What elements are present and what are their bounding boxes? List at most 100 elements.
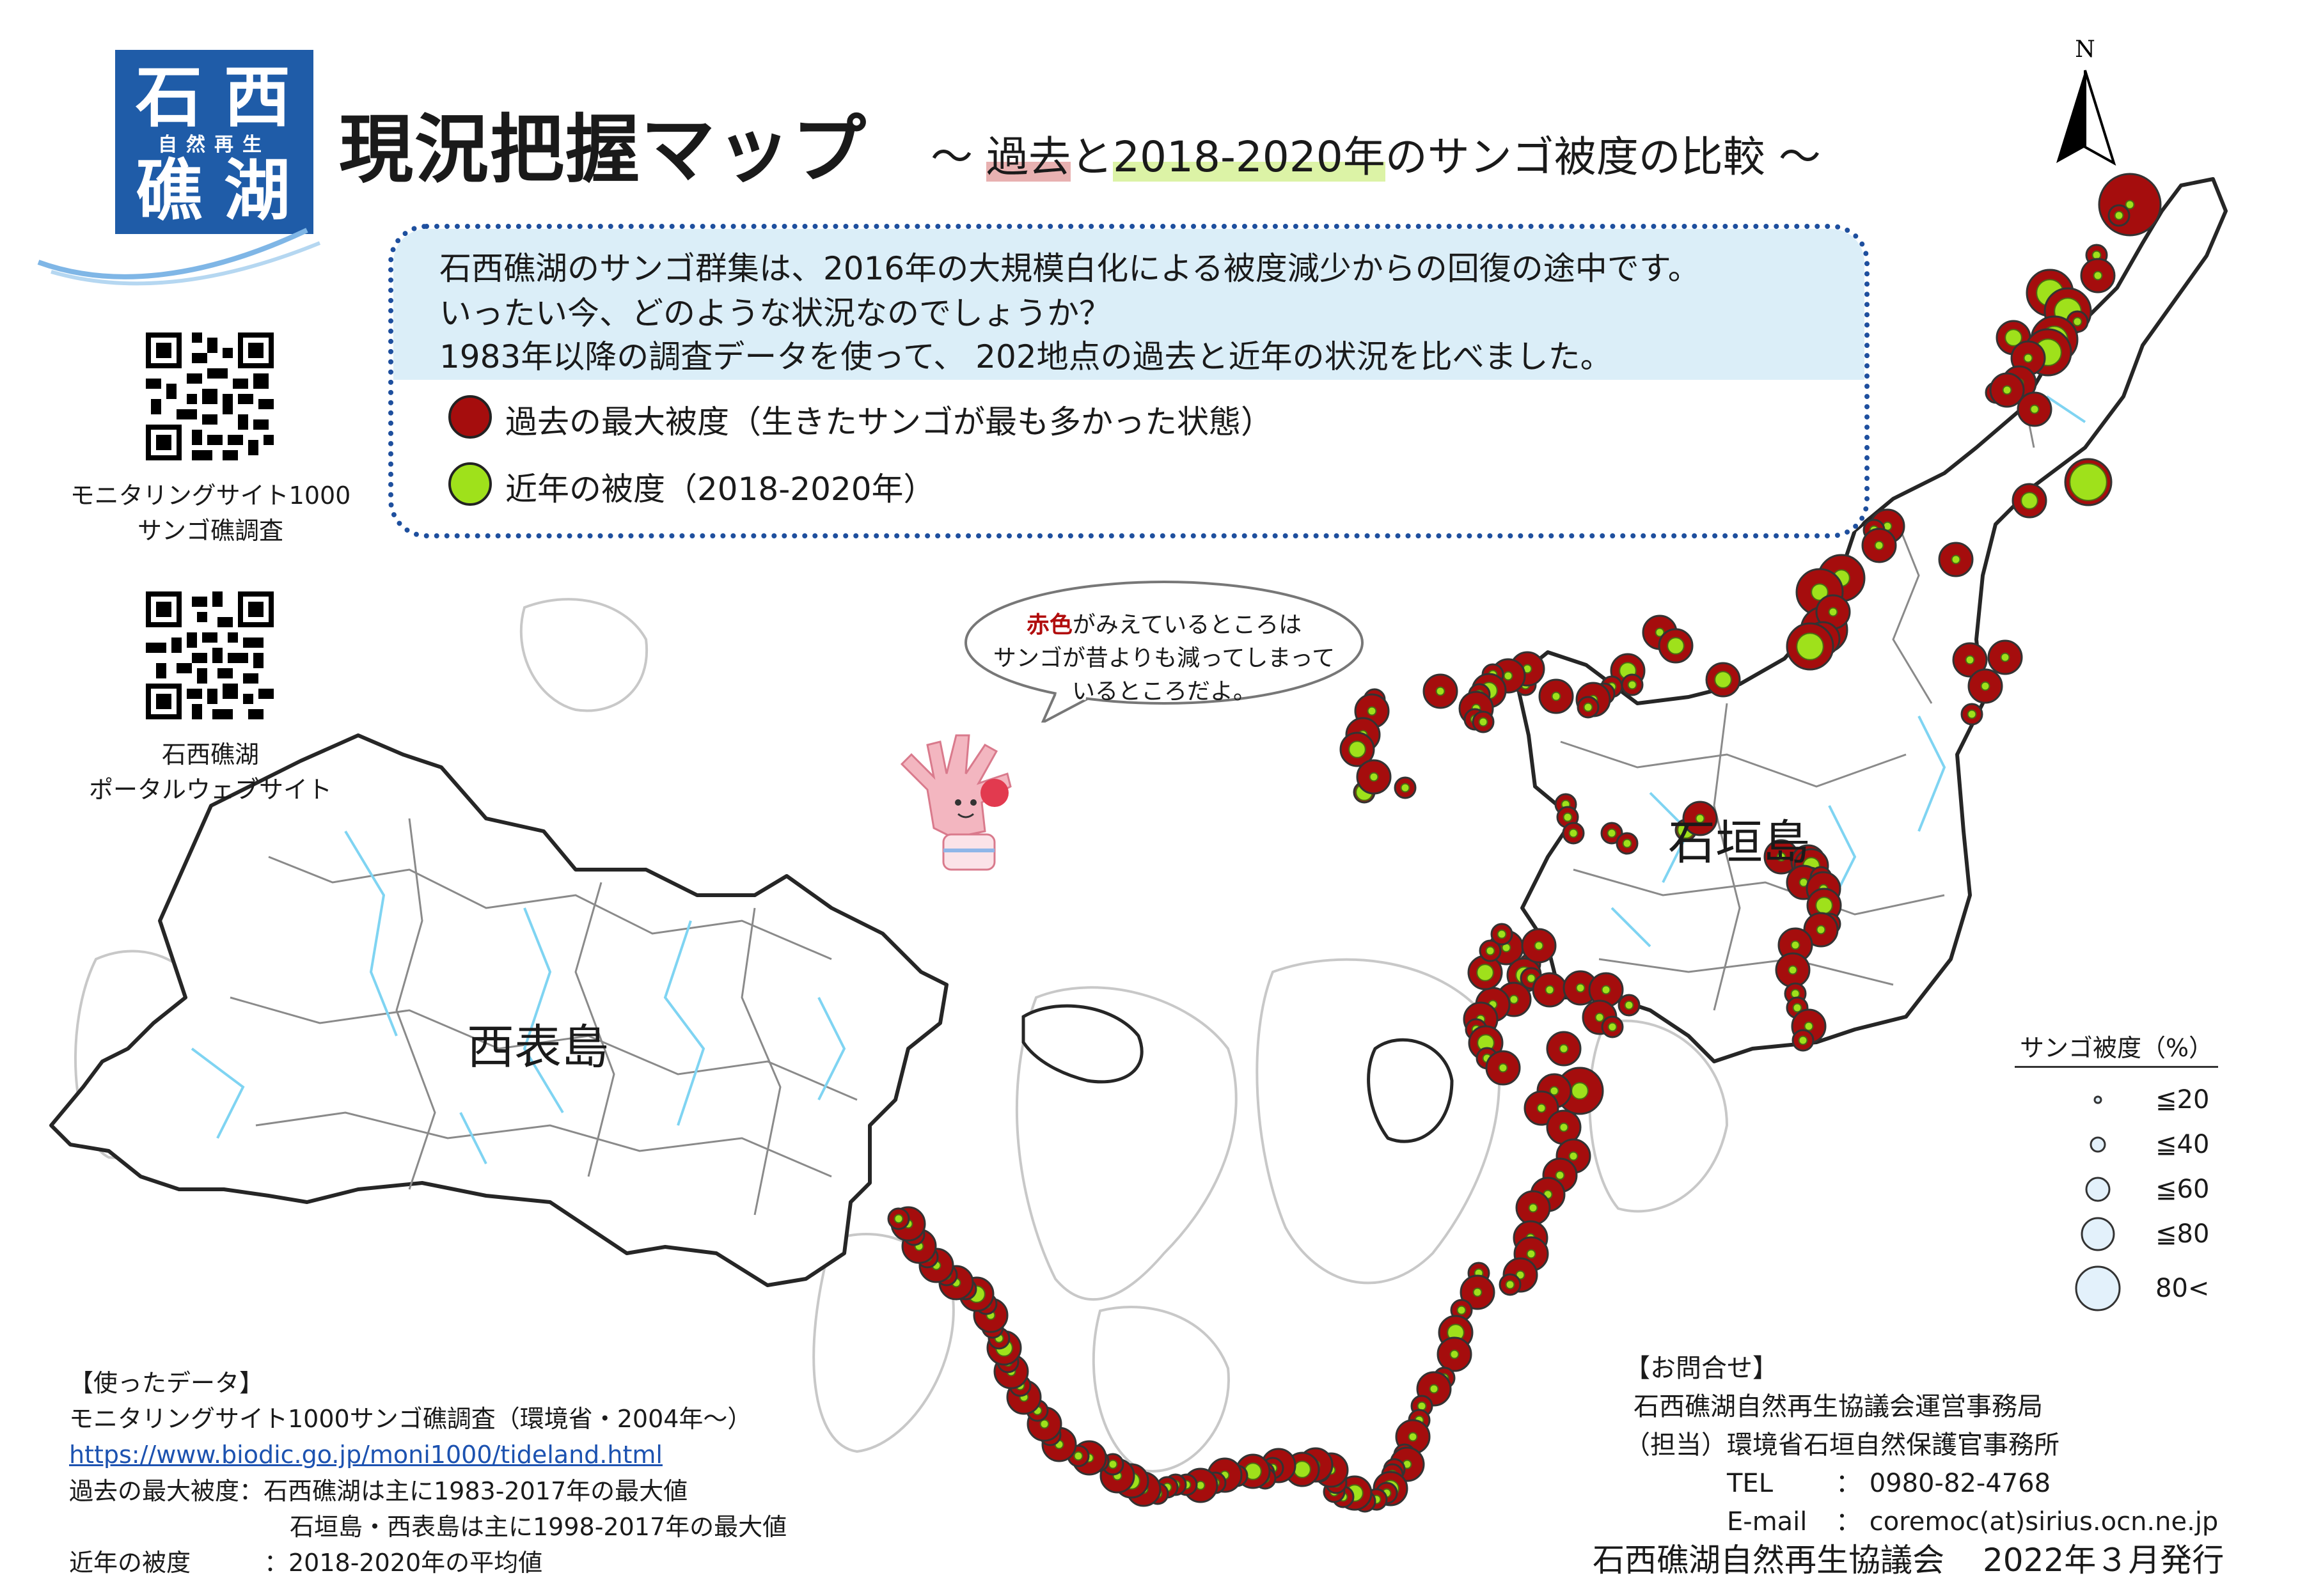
- recent-coverage-marker: [2004, 329, 2022, 347]
- recent-coverage-marker: [1478, 717, 1488, 727]
- info-box: 石西礁湖のサンゴ群集は、2016年の大規模白化による被度減少からの回復の途中です…: [388, 224, 1870, 538]
- recent-coverage-marker: [1815, 896, 1833, 914]
- qr-code-icon[interactable]: [146, 591, 274, 719]
- recent-coverage-marker: [1980, 681, 1990, 691]
- recent-coverage-marker: [1568, 1151, 1579, 1161]
- recent-coverage-marker: [1583, 702, 1593, 712]
- speech-bubble: [965, 581, 1364, 723]
- contact-tel-label: TEL: [1727, 1469, 1773, 1498]
- recent-coverage-marker: [1536, 1103, 1547, 1113]
- recent-coverage-marker: [1607, 1022, 1618, 1032]
- recent-coverage-marker: [1476, 964, 1494, 982]
- iriomote-island: [49, 733, 949, 1287]
- size-legend-circle: [2075, 1265, 2121, 1311]
- recent-coverage-marker: [1790, 989, 1800, 999]
- coral-mascot-icon: [900, 734, 1012, 871]
- recent-coverage-marker: [1526, 973, 1536, 983]
- recent-coverage-marker: [1400, 783, 1410, 793]
- recent-coverage-marker: [1498, 1063, 1508, 1073]
- recent-coverage-marker: [1108, 1459, 1118, 1469]
- recent-coverage-marker: [2125, 199, 2135, 210]
- recent-coverage-marker: [1472, 1287, 1483, 1297]
- recent-coverage-marker: [1571, 1082, 1589, 1100]
- legend-recent-dot-icon: [448, 462, 492, 506]
- data-note-url-link[interactable]: https://www.biodic.go.jp/moni1000/tidela…: [69, 1441, 663, 1469]
- recent-coverage-marker: [1526, 1249, 1536, 1259]
- recent-coverage-marker: [1575, 983, 1586, 993]
- site-markers: [887, 173, 2162, 1513]
- data-note-heading: 【使ったデータ】: [69, 1369, 264, 1397]
- contact-info: 【お問合せ】 石西礁湖自然再生協議会運営事務局 （担当）環境省石垣自然保護官事務…: [1625, 1349, 2218, 1541]
- qr-caption-line: ポータルウェブサイト: [88, 776, 332, 804]
- recent-coverage-marker: [1951, 554, 1961, 565]
- size-legend-circles: [2075, 1095, 2121, 1311]
- contact-email: ： coremoc(at)sirius.ocn.ne.jp: [1836, 1507, 2219, 1537]
- logo-char-4: 湖: [224, 152, 291, 230]
- size-legend-label: ≦20: [2155, 1085, 2210, 1115]
- logo: 石 西 自然再生 礁 湖: [115, 50, 313, 234]
- speech-bubble-text: 赤色がみえているところは サンゴが昔よりも減ってしまって いるところだよ。: [972, 609, 1356, 709]
- bubble-line1: がみえているところは: [1072, 612, 1302, 638]
- recent-coverage-marker: [1607, 828, 1617, 838]
- recent-coverage-marker: [2020, 492, 2038, 510]
- data-note-past2: 石垣島・西表島は主に1998-2017年の最大値: [290, 1512, 787, 1541]
- recent-coverage-marker: [1449, 1349, 1460, 1359]
- recent-coverage-marker: [1545, 985, 1555, 995]
- small-island: [1021, 1004, 1144, 1084]
- logo-wave-icon: [37, 228, 321, 286]
- size-legend-circle: [2085, 1177, 2111, 1202]
- recent-coverage-marker: [1828, 607, 1838, 617]
- intro-line-3: 1983年以降の調査データを使って、 202地点の過去と近年の状況を比べました。: [439, 338, 1612, 375]
- recent-coverage-marker: [1667, 637, 1685, 655]
- legend-past-label: 過去の最大被度（生きたサンゴが最も多かった状態）: [505, 403, 1273, 441]
- recent-coverage-marker: [1601, 985, 1611, 995]
- recent-coverage-marker: [1627, 680, 1637, 690]
- recent-coverage-marker: [894, 1214, 904, 1224]
- recent-coverage-marker: [1622, 838, 1632, 849]
- bubble-line3: いるところだよ。: [1071, 678, 1256, 705]
- recent-coverage-marker: [1367, 706, 1377, 716]
- recent-coverage-marker: [1796, 632, 1824, 661]
- qr-code-icon[interactable]: [146, 332, 274, 460]
- recent-coverage-marker: [1568, 828, 1579, 838]
- contact-email-label: E-mail: [1727, 1507, 1807, 1537]
- page-subtitle: ～ 過去と2018-2020年のサンゴ被度の比較 ～: [931, 123, 1821, 184]
- recent-coverage-marker: [1348, 740, 1366, 758]
- north-arrow-icon: N: [2056, 36, 2116, 166]
- recent-coverage-marker: [1811, 583, 1829, 601]
- recent-coverage-marker: [1776, 852, 1786, 862]
- recent-coverage-marker: [1534, 941, 1544, 951]
- recent-coverage-marker: [1505, 1279, 1515, 1290]
- recent-coverage-marker: [2114, 210, 2124, 221]
- recent-coverage-marker: [1714, 671, 1732, 689]
- subtitle-rest: のサンゴ被度の比較 ～: [1385, 132, 1821, 182]
- recent-coverage-marker: [1039, 1419, 1050, 1429]
- recent-coverage-marker: [1816, 925, 1826, 935]
- info-band: [393, 229, 1864, 380]
- recent-coverage-marker: [1503, 671, 1513, 681]
- qr-caption-line: モニタリングサイト1000: [70, 481, 351, 510]
- recent-coverage-marker: [1965, 655, 1975, 665]
- qr-caption-line: サンゴ礁調査: [137, 517, 283, 545]
- logo-subtext: 自然再生: [158, 134, 271, 156]
- qr-caption-monitoring: モニタリングサイト1000 サンゴ礁調査: [61, 478, 359, 549]
- island-label-ishigaki: 石垣島: [1668, 815, 1810, 870]
- qr-caption-portal: 石西礁湖 ポータルウェブサイト: [61, 737, 359, 808]
- recent-coverage-marker: [2091, 250, 2102, 260]
- recent-coverage-marker: [1790, 940, 1800, 950]
- subtitle-mid: と: [1070, 132, 1113, 182]
- data-source-note: 【使ったデータ】 モニタリングサイト1000サンゴ礁調査（環境省・2004年～）…: [69, 1365, 787, 1581]
- intro-line-2: いったい今、どのような状況なのでしょうか？: [439, 295, 1111, 332]
- recent-coverage-marker: [2002, 385, 2012, 395]
- island-label-iriomote: 西表島: [467, 1020, 609, 1075]
- recent-coverage-marker: [1624, 1000, 1634, 1010]
- size-legend-label: ≦60: [2155, 1175, 2210, 1204]
- recent-coverage-marker: [2072, 317, 2083, 327]
- legend-recent-label: 近年の被度（2018-2020年）: [505, 471, 936, 508]
- recent-coverage-marker: [1595, 1012, 1605, 1022]
- bubble-line2: サンゴが昔よりも減ってしまって: [993, 645, 1335, 672]
- size-legend-label: ≦40: [2155, 1130, 2210, 1159]
- recent-coverage-marker: [1417, 1401, 1427, 1411]
- bubble-highlight: 赤色: [1026, 612, 1073, 638]
- legend-past-dot-icon: [448, 395, 492, 439]
